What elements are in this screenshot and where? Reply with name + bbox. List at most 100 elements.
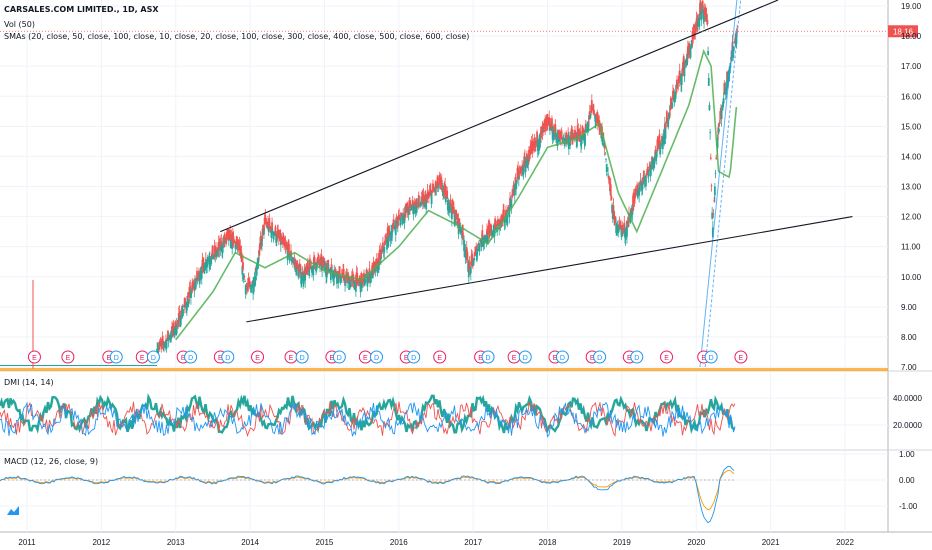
candle-body [718, 128, 720, 132]
candle-body [610, 196, 613, 200]
x-tick-label: 2011 [18, 538, 36, 547]
candle-body [248, 281, 251, 287]
candle-body [246, 288, 248, 289]
candle-body [558, 138, 561, 143]
candle-body [533, 138, 536, 148]
candle-body [658, 134, 661, 146]
candle-body [161, 336, 164, 345]
candle-body [216, 251, 219, 253]
volume-legend[interactable]: Vol (50) [4, 20, 35, 29]
candle-body [327, 259, 330, 269]
candle-body [572, 137, 575, 140]
candle-body [458, 218, 461, 226]
candle-body [511, 193, 514, 196]
candle-body [513, 188, 516, 196]
candle-body [549, 123, 552, 128]
candle-body [593, 113, 596, 115]
tradingview-logo-icon[interactable] [6, 505, 20, 517]
macd-tick-label: 1.00 [899, 450, 915, 459]
price-pane[interactable]: 18.16E E E D E D E D E D E E D E D E D E D E E D E D E D E D E D E E D E [0, 0, 918, 371]
candle-body [309, 258, 311, 269]
candle-body [476, 250, 478, 261]
x-tick-label: 2021 [762, 538, 780, 547]
candle-body [475, 245, 478, 253]
candle-body [158, 346, 161, 348]
candle-body [405, 210, 408, 212]
grid-layer [0, 0, 888, 532]
candle-body [357, 282, 360, 283]
candle-body [455, 209, 457, 219]
event-letter: E [404, 355, 409, 362]
x-tick-label: 2015 [316, 538, 334, 547]
candle-body [311, 266, 313, 273]
candle-body [413, 201, 416, 206]
candle-body [515, 183, 518, 190]
candle-body [334, 268, 337, 273]
candle-body [459, 227, 461, 228]
candle-body [548, 117, 551, 126]
candle-body [409, 203, 412, 208]
candle-body [301, 272, 304, 277]
candle-body [219, 238, 221, 249]
candle-body [605, 163, 608, 172]
candle-body [342, 269, 345, 278]
candle-body [413, 205, 415, 212]
candle-body [190, 291, 193, 294]
candle-body [492, 230, 495, 238]
dividend-marker [221, 350, 235, 364]
candle-body [222, 240, 225, 244]
earnings-marker [251, 350, 265, 364]
symbol-title[interactable]: CARSALES.COM LIMITED., 1D, ASX [4, 5, 159, 14]
candle-body [645, 173, 648, 175]
macd-legend[interactable]: MACD (12, 26, close, 9) [4, 457, 99, 466]
event-letter: E [32, 355, 37, 362]
candle-body [561, 136, 563, 139]
dmi-pane[interactable] [0, 392, 736, 438]
candle-body [329, 270, 332, 281]
price-tick-label: 13.00 [901, 183, 922, 192]
macd-pane[interactable] [0, 465, 735, 524]
candle-body [286, 246, 288, 250]
candle-body [624, 231, 627, 240]
macd-tick-label: 0.00 [899, 476, 915, 485]
candle-body [601, 136, 604, 145]
candle-body [181, 312, 184, 318]
candle-body [511, 194, 513, 198]
candle-body [312, 265, 315, 276]
candle-body [178, 310, 181, 319]
price-scale-bg[interactable] [888, 0, 932, 532]
candle-body [512, 185, 515, 193]
candle-body [664, 128, 667, 139]
candle-body [688, 43, 691, 52]
candle-body [354, 281, 357, 292]
candle-body [274, 226, 277, 234]
candle-body [376, 264, 379, 273]
candle-body [587, 121, 590, 131]
candle-body [730, 56, 733, 62]
candle-body [414, 205, 417, 214]
candle-body [454, 216, 457, 222]
candle-body [401, 215, 404, 225]
candle-body [574, 132, 576, 138]
candle-body [268, 217, 271, 228]
earnings-marker [61, 350, 75, 364]
last-price-label: 18.16 [893, 27, 914, 36]
sma-legend[interactable]: SMAs (20, close, 50, close, 100, close, … [4, 32, 470, 41]
candle-body [423, 201, 426, 208]
candle-body [564, 138, 567, 142]
x-tick-label: 2022 [836, 538, 854, 547]
dmi-legend[interactable]: DMI (14, 14) [4, 378, 54, 387]
candle-body [552, 131, 555, 141]
candle-body [299, 264, 302, 274]
candle-body [525, 162, 528, 164]
candle-body [371, 265, 374, 273]
candle-body [700, 9, 703, 21]
candle-body [265, 223, 268, 225]
candle-body [621, 224, 624, 229]
candle-body [457, 213, 459, 223]
dividend-marker [332, 350, 346, 364]
candle-body [426, 191, 429, 199]
candle-body [588, 111, 591, 117]
candle-body [308, 269, 311, 277]
